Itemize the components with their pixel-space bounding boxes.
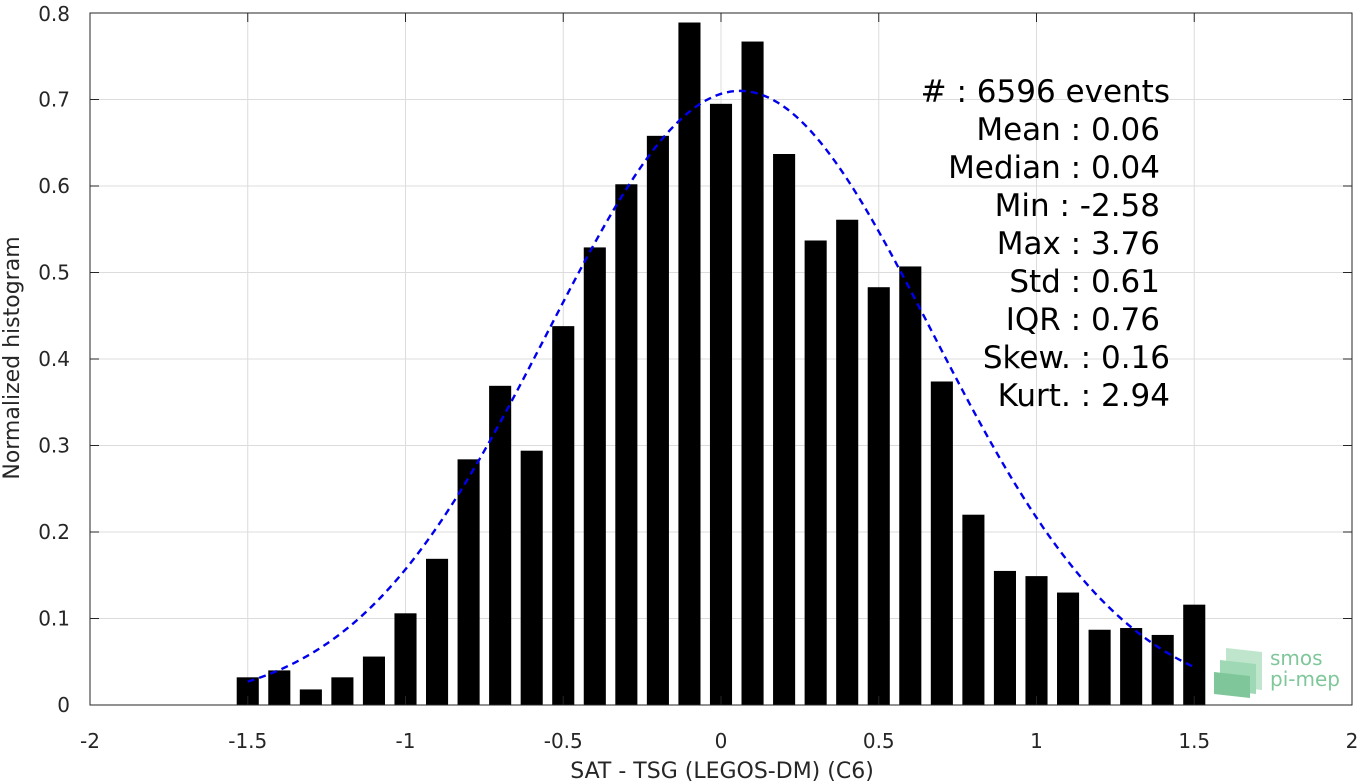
histogram-bar-15	[709, 103, 733, 705]
y-tick-label: 0.2	[38, 520, 70, 544]
histogram-bar-12	[615, 184, 638, 705]
smos-pi-mep-logo: smos pi-mep	[1214, 646, 1340, 698]
histogram-bar-13	[646, 135, 669, 705]
histogram-bar-30	[1183, 604, 1206, 705]
histogram-bar-2	[299, 689, 322, 705]
histogram-bar-4	[362, 656, 385, 705]
stats-line: Min : -2.58	[995, 188, 1160, 224]
x-tick-label: 0	[715, 729, 728, 753]
histogram-bar-14	[678, 22, 701, 705]
histogram-bar-25	[1025, 576, 1048, 705]
x-tick-labels: -2 -1.5 -1 -0.5 0 0.5 1 1.5 2	[80, 729, 1358, 753]
histogram-bar-1	[268, 670, 291, 705]
histogram-bar-24	[993, 570, 1016, 705]
x-tick-label: 0.5	[863, 729, 895, 753]
stats-line: # : 6596 events	[921, 74, 1170, 110]
logo-mark-icon	[1214, 648, 1262, 698]
y-tick-label: 0.4	[38, 347, 70, 371]
histogram-bar-16	[741, 41, 764, 706]
stats-line: Median : 0.04	[948, 150, 1160, 186]
histogram-bar-28	[1120, 628, 1143, 705]
histogram-bar-10	[552, 326, 575, 705]
x-tick-label: 1.5	[1178, 729, 1210, 753]
x-tick-label: -2	[80, 729, 100, 753]
logo-text-pi-mep: pi-mep	[1270, 667, 1340, 691]
x-tick-label: 1	[1030, 729, 1043, 753]
stats-line: IQR : 0.76	[1006, 302, 1160, 338]
histogram-bar-11	[583, 247, 606, 706]
histogram-bar-9	[520, 450, 543, 705]
stats-line: Mean : 0.06	[976, 112, 1160, 148]
stats-line: Max : 3.76	[997, 226, 1160, 262]
stats-line: Skew. : 0.16	[983, 340, 1170, 376]
x-tick-label: -1.5	[228, 729, 267, 753]
histogram-bar-26	[1057, 592, 1080, 705]
x-tick-label: -0.5	[544, 729, 583, 753]
histogram-bar-5	[394, 613, 417, 705]
x-tick-label: 2	[1346, 729, 1359, 753]
logo-text-smos: smos	[1270, 646, 1323, 670]
histogram-bar-19	[836, 219, 859, 706]
y-tick-label: 0.8	[38, 2, 70, 26]
axes-frame	[89, 12, 1353, 706]
histogram-bar-22	[930, 381, 953, 705]
y-tick-labels: 0 0.1 0.2 0.3 0.4 0.5 0.6 0.7 0.8	[38, 2, 70, 717]
histogram-bar-0	[236, 677, 259, 705]
histogram-bar-17	[773, 153, 796, 705]
histogram-bars	[236, 22, 1206, 706]
normal-fit-curve	[247, 89, 1195, 683]
y-tick-label: 0.6	[38, 174, 70, 198]
y-tick-label: 0	[57, 693, 70, 717]
stats-line: Std : 0.61	[1009, 264, 1160, 300]
histogram-bar-7	[457, 459, 480, 705]
histogram-bar-20	[867, 287, 890, 705]
y-tick-label: 0.1	[38, 607, 70, 631]
histogram-bar-6	[426, 558, 449, 705]
histogram-bar-18	[804, 240, 827, 705]
histogram-bar-21	[899, 266, 922, 705]
stats-line: Kurt. : 2.94	[998, 378, 1170, 414]
y-tick-label: 0.5	[38, 261, 70, 285]
y-axis-label: Normalized histogram	[0, 236, 25, 479]
x-tick-label: -1	[396, 729, 416, 753]
histogram-bar-3	[331, 677, 354, 705]
histogram-bar-23	[962, 514, 985, 705]
y-tick-label: 0.7	[38, 88, 70, 112]
histogram-bar-8	[489, 385, 512, 705]
y-tick-label: 0.3	[38, 434, 70, 458]
x-axis-label: SAT - TSG (LEGOS-DM) (C6)	[570, 759, 874, 784]
histogram-bar-27	[1088, 629, 1111, 705]
